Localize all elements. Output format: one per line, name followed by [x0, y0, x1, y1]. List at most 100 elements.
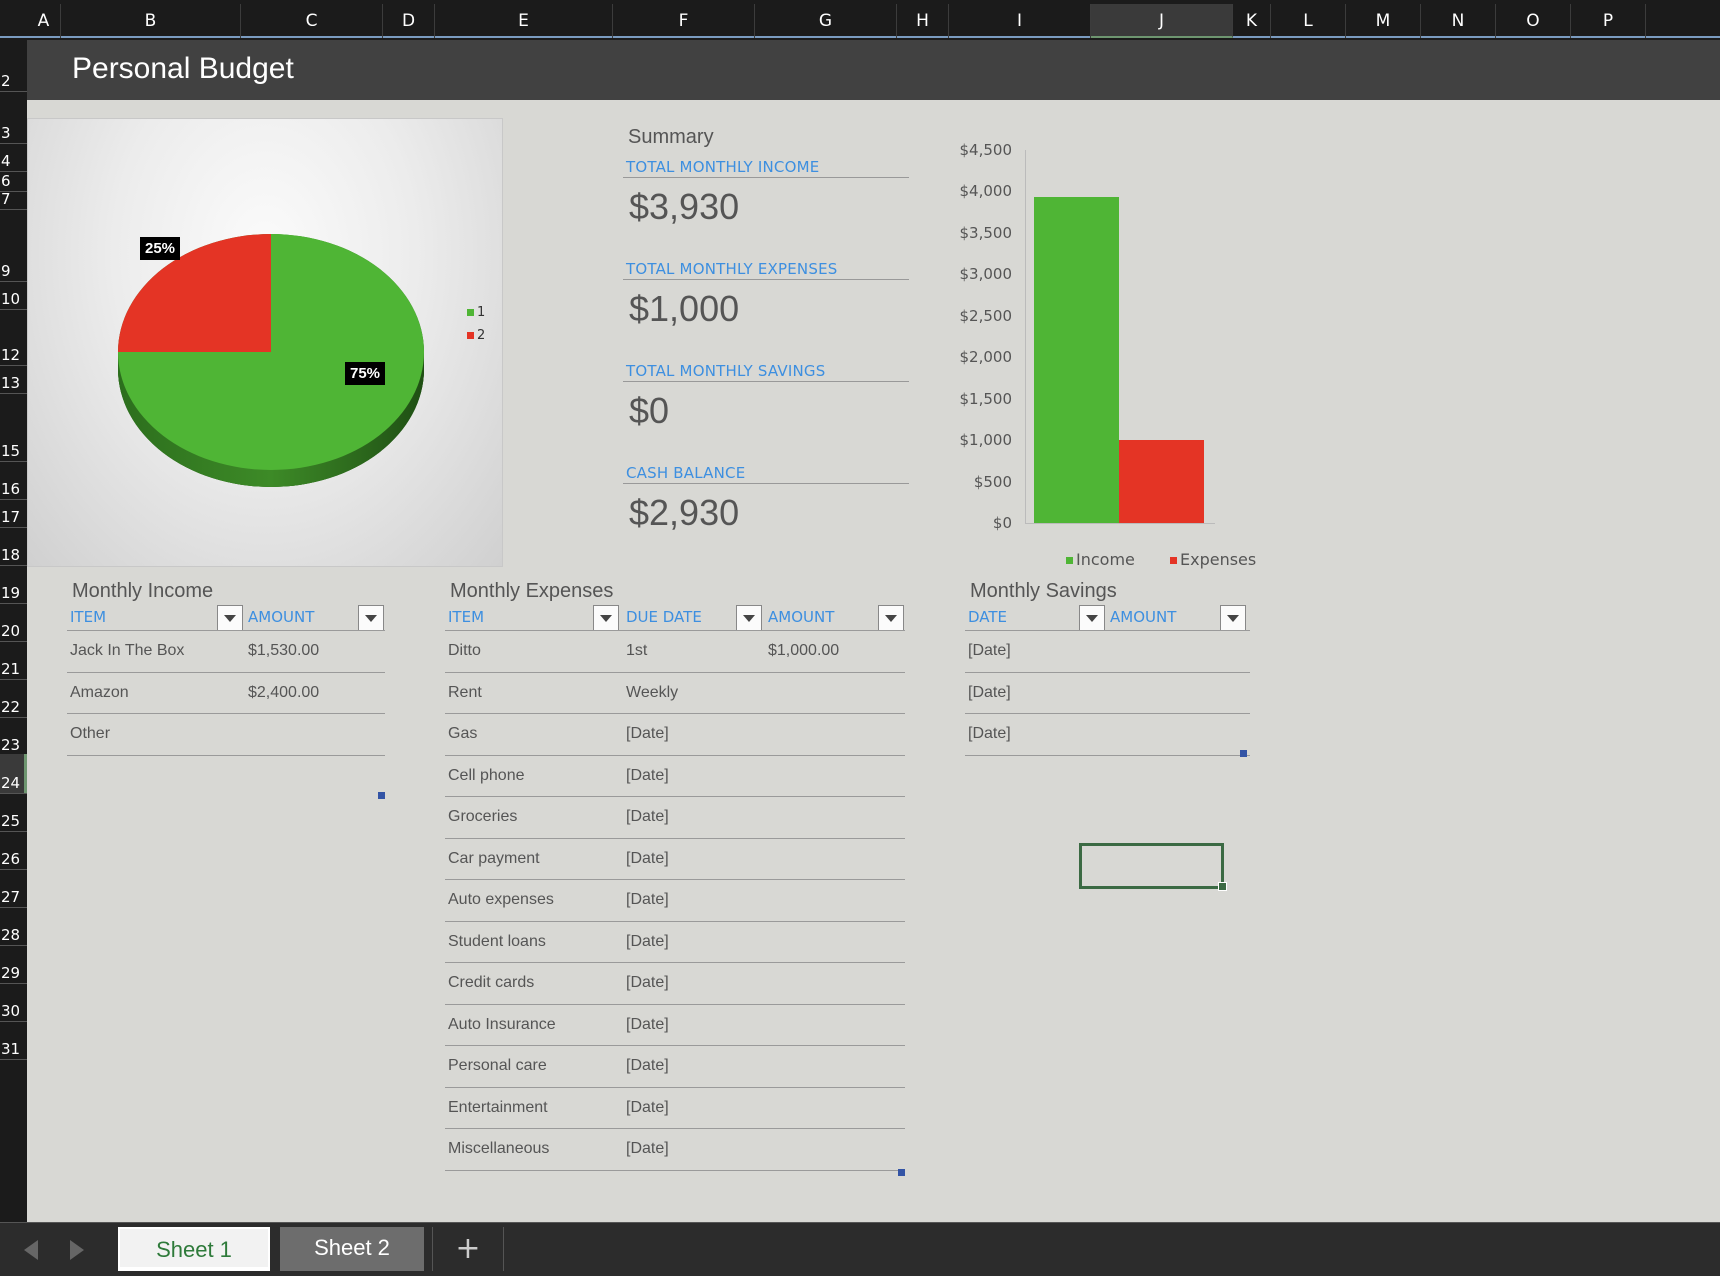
row-header-17[interactable]: 17 — [1, 508, 21, 526]
savings-date-filter-icon[interactable] — [1079, 605, 1105, 631]
column-header-h[interactable]: H — [897, 4, 949, 38]
summary-savings-label[interactable]: TOTAL MONTHLY SAVINGS — [623, 362, 909, 382]
expenses-table-resize-handle[interactable] — [898, 1169, 905, 1176]
income-item-filter-icon[interactable] — [217, 605, 243, 631]
expenses-item-filter-icon[interactable] — [593, 605, 619, 631]
tab-sheet-2[interactable]: Sheet 2 — [280, 1227, 424, 1271]
expenses-cell-due[interactable]: [Date] — [626, 725, 669, 742]
column-header-a[interactable]: A — [27, 4, 61, 38]
expenses-cell-due[interactable]: 1st — [626, 642, 648, 659]
expenses-cell-due[interactable]: [Date] — [626, 808, 669, 825]
expenses-cell-item[interactable]: Gas — [448, 725, 478, 742]
column-header-f[interactable]: F — [613, 4, 755, 38]
row-header-10[interactable]: 10 — [1, 290, 21, 308]
summary-cash-label[interactable]: CASH BALANCE — [623, 464, 909, 484]
summary-income-value[interactable]: $3,930 — [629, 186, 740, 227]
row-header-16[interactable]: 16 — [1, 480, 21, 498]
column-header-c[interactable]: C — [241, 4, 383, 38]
income-cell-item[interactable]: Amazon — [70, 683, 129, 701]
expenses-cell-due[interactable]: [Date] — [626, 1098, 669, 1116]
row-header-19[interactable]: 19 — [1, 584, 21, 602]
next-sheet-icon[interactable] — [70, 1240, 84, 1260]
expenses-cell-item[interactable]: Entertainment — [448, 1098, 548, 1116]
prev-sheet-icon[interactable] — [24, 1240, 38, 1260]
row-header-23[interactable]: 23 — [1, 736, 21, 754]
expenses-cell-item[interactable]: Rent — [448, 683, 482, 701]
expenses-cell-item[interactable]: Auto Insurance — [448, 1015, 556, 1033]
summary-income-label[interactable]: TOTAL MONTHLY INCOME — [623, 158, 909, 178]
worksheet-grid[interactable]: Personal Budget 25% 75% 1 2 Sum — [27, 40, 1720, 1222]
bar-chart[interactable]: $4,500 $4,000 $3,500 $3,000 $2,500 $2,000 $1,5… — [952, 141, 1292, 580]
column-header-i[interactable]: I — [949, 4, 1091, 38]
row-header-26[interactable]: 26 — [1, 850, 21, 868]
income-table-resize-handle[interactable] — [378, 792, 385, 799]
column-header-o[interactable]: O — [1496, 4, 1571, 38]
expenses-cell-due[interactable]: [Date] — [626, 849, 669, 867]
pie-chart[interactable]: 25% 75% 1 2 — [27, 118, 503, 567]
column-header-d[interactable]: D — [383, 4, 435, 38]
column-header-k[interactable]: K — [1233, 4, 1271, 38]
expenses-cell-item[interactable]: Credit cards — [448, 974, 535, 991]
summary-cash-value[interactable]: $2,930 — [629, 492, 740, 533]
add-sheet-button[interactable]: + — [432, 1227, 504, 1271]
expenses-cell-amount[interactable]: $1,000.00 — [768, 642, 840, 659]
row-header-28[interactable]: 28 — [1, 926, 21, 944]
savings-cell-date[interactable]: [Date] — [968, 683, 1011, 701]
row-header-4[interactable]: 4 — [1, 152, 11, 170]
expenses-cell-item[interactable]: Cell phone — [448, 766, 525, 784]
expenses-cell-due[interactable]: [Date] — [626, 766, 669, 784]
bar-income[interactable] — [1034, 197, 1119, 523]
expenses-cell-due[interactable]: [Date] — [626, 891, 669, 908]
expenses-cell-item[interactable]: Miscellaneous — [448, 1140, 550, 1157]
income-cell-item[interactable]: Other — [70, 725, 111, 742]
row-header-25[interactable]: 25 — [1, 812, 21, 830]
column-header-j[interactable]: J — [1091, 4, 1233, 38]
column-header-m[interactable]: M — [1346, 4, 1421, 38]
row-header-15[interactable]: 15 — [1, 442, 21, 460]
fill-handle[interactable] — [1218, 882, 1227, 891]
summary-expenses-label[interactable]: TOTAL MONTHLY EXPENSES — [623, 260, 909, 280]
expenses-cell-item[interactable]: Personal care — [448, 1057, 547, 1074]
column-header-n[interactable]: N — [1421, 4, 1496, 38]
row-header-18[interactable]: 18 — [1, 546, 21, 564]
expenses-cell-item[interactable]: Groceries — [448, 808, 518, 825]
row-header-20[interactable]: 20 — [1, 622, 21, 640]
expenses-cell-due[interactable]: Weekly — [626, 683, 679, 701]
row-header-3[interactable]: 3 — [1, 124, 11, 142]
savings-cell-date[interactable]: [Date] — [968, 725, 1011, 742]
row-header-13[interactable]: 13 — [1, 374, 21, 392]
summary-savings-value[interactable]: $0 — [629, 390, 670, 431]
bar-expenses[interactable] — [1119, 440, 1204, 523]
income-cell-amount[interactable]: $1,530.00 — [248, 642, 320, 659]
pie-slice-2[interactable] — [118, 234, 271, 352]
expenses-cell-item[interactable]: Auto expenses — [448, 891, 554, 908]
expenses-cell-item[interactable]: Ditto — [448, 642, 481, 659]
column-header-b[interactable]: B — [61, 4, 241, 38]
expenses-due-filter-icon[interactable] — [736, 605, 762, 631]
expenses-cell-item[interactable]: Car payment — [448, 849, 540, 867]
expenses-amount-filter-icon[interactable] — [878, 605, 904, 631]
row-header-31[interactable]: 31 — [1, 1040, 21, 1058]
expenses-cell-due[interactable]: [Date] — [626, 932, 669, 950]
row-header-12[interactable]: 12 — [1, 346, 21, 364]
column-header-g[interactable]: G — [755, 4, 897, 38]
expenses-cell-due[interactable]: [Date] — [626, 1015, 669, 1033]
row-header-27[interactable]: 27 — [1, 888, 21, 906]
column-header-p[interactable]: P — [1571, 4, 1646, 38]
expenses-cell-due[interactable]: [Date] — [626, 1140, 669, 1157]
income-cell-item[interactable]: Jack In The Box — [70, 642, 185, 659]
income-amount-filter-icon[interactable] — [358, 605, 384, 631]
expenses-cell-due[interactable]: [Date] — [626, 974, 669, 991]
expenses-cell-item[interactable]: Student loans — [448, 932, 546, 950]
row-header-6[interactable]: 6 — [1, 172, 11, 190]
row-header-21[interactable]: 21 — [1, 660, 21, 678]
expenses-cell-due[interactable]: [Date] — [626, 1057, 669, 1074]
selected-cell[interactable] — [1079, 843, 1224, 889]
tab-sheet-1[interactable]: Sheet 1 — [118, 1227, 270, 1271]
row-header-29[interactable]: 29 — [1, 964, 21, 982]
income-cell-amount[interactable]: $2,400.00 — [248, 683, 320, 701]
savings-amount-filter-icon[interactable] — [1220, 605, 1246, 631]
savings-cell-date[interactable]: [Date] — [968, 642, 1011, 659]
row-header-30[interactable]: 30 — [1, 1002, 21, 1020]
savings-table-resize-handle[interactable] — [1240, 750, 1247, 757]
